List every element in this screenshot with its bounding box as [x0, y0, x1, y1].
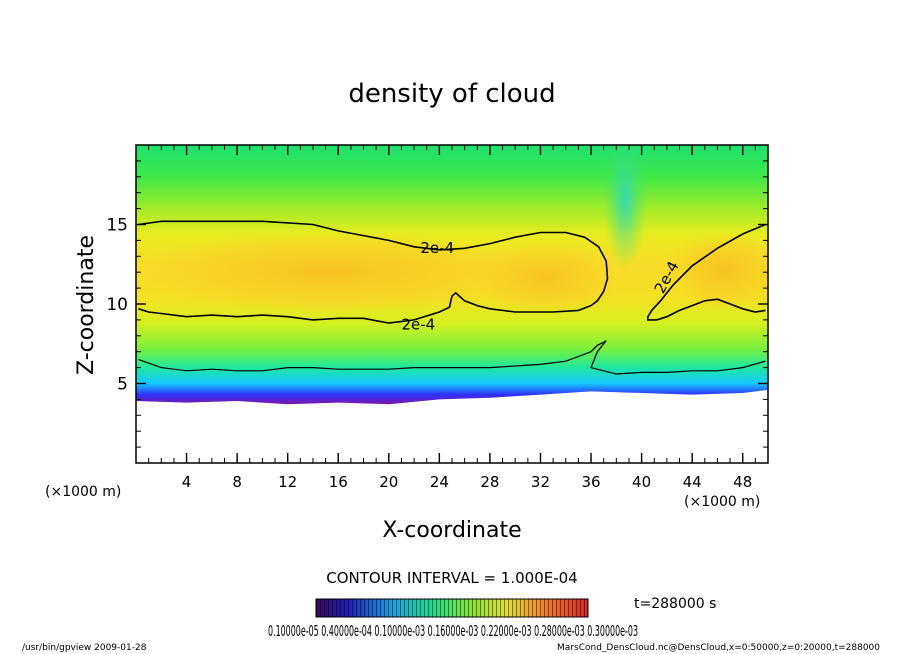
- footer-program: /usr/bin/gpview 2009-01-28: [22, 643, 147, 653]
- x-tick-label: 16: [329, 473, 348, 491]
- contour-interval-text: CONTOUR INTERVAL = 1.000E-04: [326, 569, 577, 587]
- cloud-core-left: [136, 232, 530, 312]
- footer-source: MarsCond_DensCloud.nc@DensCloud,x=0:5000…: [557, 643, 880, 653]
- cloud-free-region: [136, 389, 768, 463]
- x-tick-label: 28: [480, 473, 499, 491]
- contour-label-1: 2e-4: [420, 239, 454, 257]
- y-axis-label: Z-coordinate: [74, 235, 99, 375]
- contour-line-main: [138, 220, 609, 324]
- x-tick-label: 40: [632, 473, 651, 491]
- x-tick-label: 44: [683, 473, 702, 491]
- cloud-core-mid: [470, 243, 620, 313]
- x-unit-label-right: (×1000 m): [684, 494, 760, 510]
- time-label: t=288000 s: [634, 596, 716, 612]
- contour-label-2: 2e-4: [401, 315, 435, 333]
- colorbar-stripes: [316, 599, 588, 617]
- colorbar-labels: 0.10000e-05 0.40000e-04 0.10000e-03 0.16…: [268, 622, 638, 640]
- y-tick-label: 15: [106, 216, 128, 236]
- y-tick-label: 10: [106, 295, 128, 315]
- x-tick-label: 48: [733, 473, 752, 491]
- contour-line-low: [138, 340, 766, 375]
- cloud-core-right: [665, 232, 768, 308]
- x-tick-label: 36: [581, 473, 600, 491]
- x-tick-label: 24: [430, 473, 449, 491]
- x-unit-label-left: (×1000 m): [45, 484, 121, 500]
- x-tick-label: 20: [379, 473, 398, 491]
- y-tick-label: 5: [117, 375, 128, 395]
- axis-ticks: [136, 145, 768, 463]
- contour-line-right: [647, 223, 766, 321]
- x-tick-label: 4: [182, 473, 192, 491]
- updraft-plume: [603, 145, 647, 270]
- chart-title: density of cloud: [348, 79, 555, 109]
- plot-area: [136, 145, 768, 463]
- x-axis-label: X-coordinate: [382, 518, 521, 543]
- x-tick-label: 32: [531, 473, 550, 491]
- x-tick-label: 12: [278, 473, 297, 491]
- x-tick-label: 8: [232, 473, 242, 491]
